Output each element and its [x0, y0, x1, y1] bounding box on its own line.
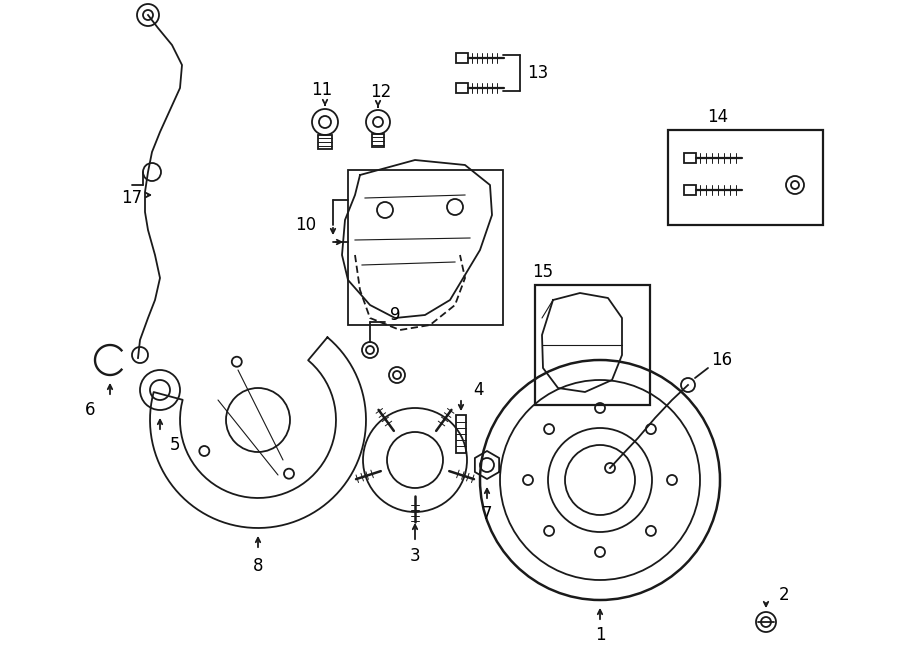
Text: 5: 5 [170, 436, 180, 454]
Text: 16: 16 [711, 351, 733, 369]
Bar [372, 134, 384, 147]
Bar [535, 285, 650, 405]
Bar [456, 415, 466, 453]
Text: 14: 14 [707, 108, 729, 126]
Text: 3: 3 [410, 547, 420, 565]
Text: 10: 10 [295, 216, 317, 234]
Text: 13: 13 [527, 64, 549, 82]
Text: 9: 9 [390, 306, 400, 324]
Text: 17: 17 [122, 189, 142, 207]
Bar [348, 170, 503, 325]
Bar [684, 185, 696, 195]
Text: 1: 1 [595, 626, 606, 644]
Text: 7: 7 [482, 505, 492, 523]
Bar [456, 53, 468, 63]
Text: 12: 12 [371, 83, 392, 101]
Text: 6: 6 [85, 401, 95, 419]
Text: 15: 15 [533, 263, 554, 281]
Bar [318, 135, 332, 149]
Bar [684, 153, 696, 163]
Bar [668, 130, 823, 225]
Bar [456, 83, 468, 93]
Text: 11: 11 [311, 81, 333, 99]
Text: 4: 4 [473, 381, 484, 399]
Text: 8: 8 [253, 557, 263, 575]
Text: 2: 2 [778, 586, 789, 604]
